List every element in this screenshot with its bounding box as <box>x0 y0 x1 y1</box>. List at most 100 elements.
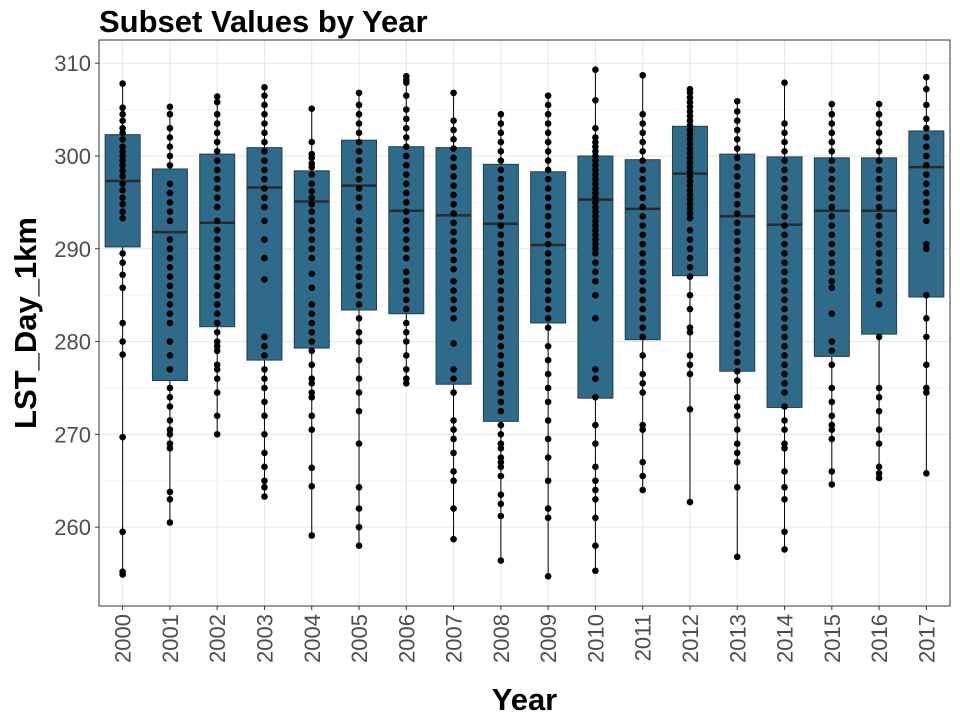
data-point <box>733 163 741 171</box>
data-point <box>497 185 505 192</box>
data-point <box>450 366 457 373</box>
data-point <box>450 135 457 143</box>
data-point <box>781 361 788 369</box>
data-point <box>308 254 316 262</box>
data-point <box>733 247 741 254</box>
data-point <box>875 470 883 477</box>
data-point <box>592 421 599 429</box>
data-point <box>686 122 694 129</box>
data-point <box>403 79 410 86</box>
data-point <box>261 129 268 137</box>
data-point <box>781 166 788 174</box>
data-point <box>544 277 552 285</box>
data-point <box>592 171 599 178</box>
data-point <box>403 380 410 387</box>
data-point <box>261 194 268 202</box>
data-point <box>828 284 836 292</box>
data-point <box>781 185 788 192</box>
data-point <box>923 315 930 322</box>
data-point <box>213 431 221 438</box>
data-point <box>119 338 126 345</box>
data-point <box>544 398 552 406</box>
data-point <box>639 120 646 127</box>
data-point <box>261 175 268 183</box>
data-point <box>355 226 363 234</box>
data-point <box>403 338 410 345</box>
data-point <box>355 236 363 243</box>
data-point <box>875 129 883 137</box>
data-point <box>261 92 268 99</box>
data-point <box>403 217 410 225</box>
data-point <box>639 185 646 192</box>
data-point <box>261 120 268 127</box>
data-point <box>497 557 505 564</box>
data-point <box>639 287 646 294</box>
data-point <box>119 167 126 175</box>
data-point <box>781 528 788 536</box>
y-tick-label: 310 <box>54 51 91 76</box>
data-point <box>686 352 694 359</box>
data-point <box>639 333 646 341</box>
data-point <box>355 483 363 491</box>
data-point <box>781 305 788 313</box>
data-point <box>544 417 552 424</box>
data-point <box>686 200 694 208</box>
data-point <box>166 310 174 318</box>
data-point <box>639 250 646 257</box>
data-point <box>592 175 599 183</box>
data-point <box>733 393 741 401</box>
data-point <box>733 108 741 115</box>
data-point <box>119 194 126 202</box>
data-point <box>213 203 221 211</box>
data-point <box>781 148 788 155</box>
data-point <box>828 148 836 155</box>
data-point <box>213 342 221 350</box>
y-tick-label: 270 <box>54 422 91 447</box>
data-point <box>355 542 363 549</box>
data-point <box>592 486 599 494</box>
data-point <box>497 138 505 146</box>
data-point <box>733 145 741 152</box>
data-point <box>639 71 646 79</box>
data-point <box>213 273 221 280</box>
data-point <box>261 477 268 485</box>
data-point <box>166 180 174 188</box>
data-point <box>166 143 174 151</box>
data-point <box>639 175 646 183</box>
x-axis: 2000 2001 2002 2003 2004 2005 2006 2007 2008 2009… <box>111 606 939 663</box>
data-point <box>497 296 505 304</box>
data-point <box>213 129 221 137</box>
data-point <box>403 236 410 243</box>
data-point <box>875 407 883 415</box>
data-point <box>213 93 221 100</box>
data-point <box>781 389 788 396</box>
data-point <box>403 268 410 276</box>
data-point <box>119 214 126 222</box>
data-point <box>828 203 836 211</box>
data-point <box>119 528 126 536</box>
data-point <box>403 189 410 197</box>
data-point <box>119 80 126 87</box>
data-point <box>213 98 221 106</box>
data-point <box>592 199 599 206</box>
data-point <box>403 152 410 160</box>
data-point <box>166 103 174 111</box>
data-point <box>213 389 221 396</box>
x-tick-label: 2014 <box>773 614 798 663</box>
data-point <box>639 421 646 429</box>
data-point <box>403 305 410 313</box>
data-point <box>544 110 552 118</box>
data-point <box>686 177 694 185</box>
data-point <box>639 458 646 466</box>
data-point <box>450 426 457 434</box>
data-point <box>119 180 126 188</box>
data-point <box>403 375 410 382</box>
data-point <box>875 277 883 285</box>
data-point <box>875 474 883 482</box>
data-point <box>355 407 363 415</box>
data-point <box>497 175 505 183</box>
data-point <box>828 481 836 488</box>
data-point <box>450 126 457 134</box>
data-point <box>544 212 552 220</box>
data-point <box>497 472 505 480</box>
